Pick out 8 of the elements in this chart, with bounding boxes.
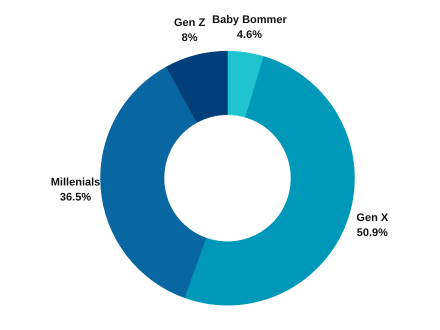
slice-label: Gen X	[356, 212, 389, 224]
slice-label: Millenials	[50, 176, 100, 189]
slice-label: Baby Bommer	[212, 14, 288, 26]
data-label: 50.9%	[356, 227, 388, 240]
data-label: 36.5%	[60, 192, 92, 204]
data-label: 8%	[182, 32, 198, 44]
data-label: 4.6%	[236, 28, 262, 41]
slice-label: Gen Z	[174, 17, 206, 30]
